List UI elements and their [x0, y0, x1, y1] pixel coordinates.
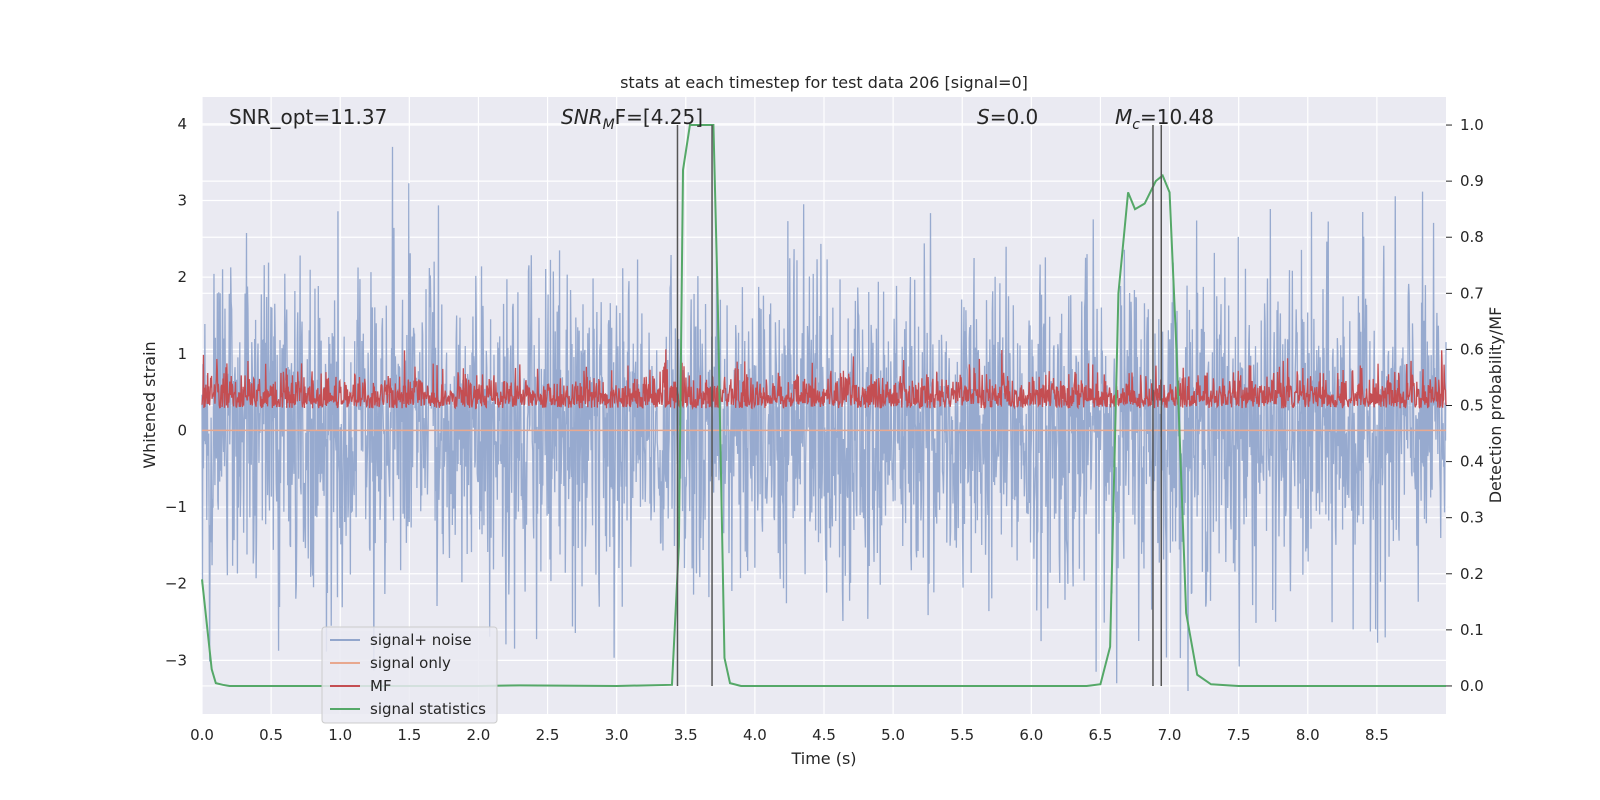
- legend-label-signal-noise: signal+ noise: [370, 631, 472, 649]
- y2-tick-label: 1.0: [1460, 116, 1484, 134]
- y2-tick-label: 0.4: [1460, 453, 1484, 471]
- legend: signal+ noise signal only MF signal stat…: [321, 626, 498, 724]
- y-tick-label: −3: [165, 651, 187, 669]
- x-tick-label: 1.5: [397, 726, 421, 744]
- x-tick-label: 1.0: [328, 726, 352, 744]
- y2-tick-label: 0.3: [1460, 509, 1484, 527]
- signal-noise-line: [201, 146, 1447, 692]
- y2-tick-label: 0.7: [1460, 284, 1484, 302]
- y2-tick-label: 0.2: [1460, 565, 1484, 583]
- y-axis-label: Whitened strain: [140, 341, 159, 468]
- legend-label-signal-only: signal only: [370, 654, 451, 672]
- chart-title: stats at each timestep for test data 206…: [620, 73, 1028, 92]
- x-tick-label: 0.0: [190, 726, 214, 744]
- y2-tick-label: 0.0: [1460, 677, 1484, 695]
- y-tick-label: 4: [177, 115, 187, 133]
- y-axis-ticks: −3 −2 −1 0 1 2 3 4: [165, 115, 187, 670]
- s-main: S: [977, 105, 990, 129]
- x-tick-label: 6.0: [1019, 726, 1043, 744]
- legend-label-signal-statistics: signal statistics: [370, 700, 486, 718]
- annotation-mc: Mc=10.48: [1115, 105, 1214, 133]
- mc-sub: c: [1132, 117, 1140, 133]
- x-tick-label: 7.0: [1158, 726, 1182, 744]
- x-tick-label: 6.5: [1089, 726, 1113, 744]
- legend-box: [321, 626, 498, 724]
- y-tick-label: 0: [177, 421, 187, 439]
- snr-mf-rest: F=[4.25]: [615, 105, 703, 129]
- mc-rest: =10.48: [1140, 105, 1214, 129]
- mf-series: [201, 349, 1447, 411]
- x-tick-label: 2.0: [467, 726, 491, 744]
- x-tick-label: 3.5: [674, 726, 698, 744]
- y-tick-label: 2: [177, 268, 187, 286]
- mf-line: [201, 349, 1447, 411]
- x-tick-label: 0.5: [259, 726, 283, 744]
- y2-tick-label: 0.9: [1460, 172, 1484, 190]
- y2-tick-label: 0.5: [1460, 397, 1484, 415]
- x-tick-label: 4.0: [743, 726, 767, 744]
- vertical-lines: [676, 125, 1163, 686]
- snr-mf-main: SNR: [561, 105, 603, 129]
- x-tick-label: 5.0: [881, 726, 905, 744]
- x-axis-label: Time (s): [790, 749, 856, 768]
- y2-tick-label: 0.1: [1460, 621, 1484, 639]
- y2-tick-label: 0.8: [1460, 228, 1484, 246]
- legend-label-mf: MF: [370, 677, 392, 695]
- y2-axis-ticks: 0.0 0.1 0.2 0.3 0.4 0.5 0.6 0.7 0.8 0.9 1.0: [1446, 116, 1484, 695]
- x-tick-label: 5.5: [950, 726, 974, 744]
- signal-noise-series: [201, 146, 1447, 692]
- s-rest: =0.0: [990, 105, 1039, 129]
- y2-tick-label: 0.6: [1460, 340, 1484, 358]
- x-tick-label: 8.5: [1365, 726, 1389, 744]
- y-tick-label: 1: [177, 345, 187, 363]
- x-tick-label: 2.5: [536, 726, 560, 744]
- y-tick-label: −2: [165, 575, 187, 593]
- x-axis-ticks: 0.0 0.5 1.0 1.5 2.0 2.5 3.0 3.5 4.0 4.5 5.0 5.5 6.0 6…: [190, 726, 1389, 744]
- y2-axis-label: Detection probability/MF: [1486, 307, 1505, 504]
- annotation-snr-mf: SNRMF=[4.25]: [561, 105, 703, 133]
- y-tick-label: 3: [177, 191, 187, 209]
- x-tick-label: 7.5: [1227, 726, 1251, 744]
- x-tick-label: 3.0: [605, 726, 629, 744]
- x-tick-label: 4.5: [812, 726, 836, 744]
- y-tick-label: −1: [165, 498, 187, 516]
- annotation-s: S=0.0: [977, 105, 1038, 129]
- mc-main: M: [1115, 105, 1132, 129]
- annotation-snr-opt: SNR_opt=11.37: [229, 105, 387, 129]
- snr-mf-sub: M: [603, 117, 615, 133]
- x-tick-label: 8.0: [1296, 726, 1320, 744]
